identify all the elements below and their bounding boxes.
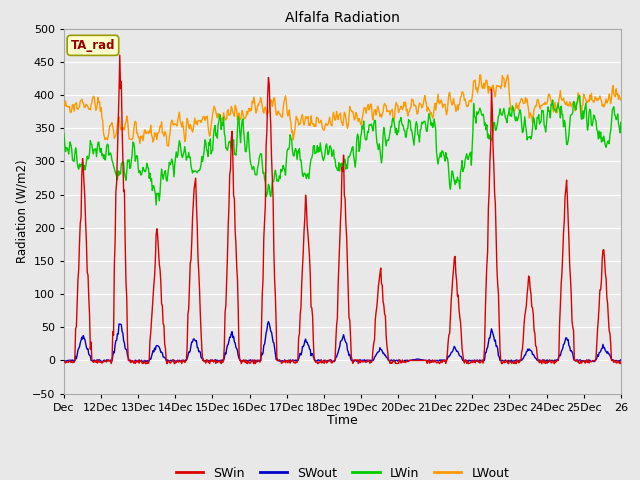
SWin	[538, 361, 546, 367]
LWin	[127, 157, 135, 163]
LWin	[214, 121, 222, 127]
LWout	[504, 72, 511, 78]
SWout	[128, 359, 136, 364]
SWout	[185, 349, 193, 355]
LWin	[60, 131, 68, 137]
SWin	[617, 360, 625, 366]
SWin	[185, 306, 193, 312]
LWout	[617, 97, 625, 103]
LWout	[185, 124, 193, 130]
Legend: SWin, SWout, LWin, LWout: SWin, SWout, LWin, LWout	[170, 462, 515, 480]
SWout	[99, 359, 107, 365]
SWout	[428, 358, 436, 364]
SWout	[60, 358, 68, 364]
LWin	[411, 132, 419, 138]
SWin	[428, 359, 435, 364]
SWin	[214, 358, 222, 364]
SWout	[214, 358, 222, 363]
LWin	[576, 93, 584, 98]
Line: SWout: SWout	[64, 322, 621, 362]
Title: Alfalfa Radiation: Alfalfa Radiation	[285, 11, 400, 25]
Y-axis label: Radiation (W/m2): Radiation (W/m2)	[16, 159, 29, 263]
Line: LWin: LWin	[64, 96, 621, 205]
LWout	[60, 103, 68, 108]
LWout	[428, 109, 435, 115]
SWin	[128, 358, 136, 363]
LWin	[70, 158, 78, 164]
LWout	[70, 108, 78, 114]
SWout	[70, 358, 78, 363]
LWout	[164, 143, 172, 149]
SWout	[617, 357, 625, 363]
LWin	[428, 122, 435, 128]
LWout	[127, 136, 135, 142]
SWout	[412, 357, 419, 362]
X-axis label: Time: Time	[327, 414, 358, 427]
Line: LWout: LWout	[64, 75, 621, 146]
SWin	[60, 358, 68, 364]
SWout	[264, 319, 272, 324]
LWout	[214, 111, 222, 117]
LWin	[617, 120, 625, 125]
Line: SWin: SWin	[64, 55, 621, 364]
SWin	[411, 358, 419, 363]
LWout	[411, 102, 419, 108]
LWin	[152, 202, 160, 208]
SWin	[116, 52, 124, 58]
Text: TA_rad: TA_rad	[70, 39, 115, 52]
LWin	[185, 150, 193, 156]
SWin	[70, 360, 78, 365]
